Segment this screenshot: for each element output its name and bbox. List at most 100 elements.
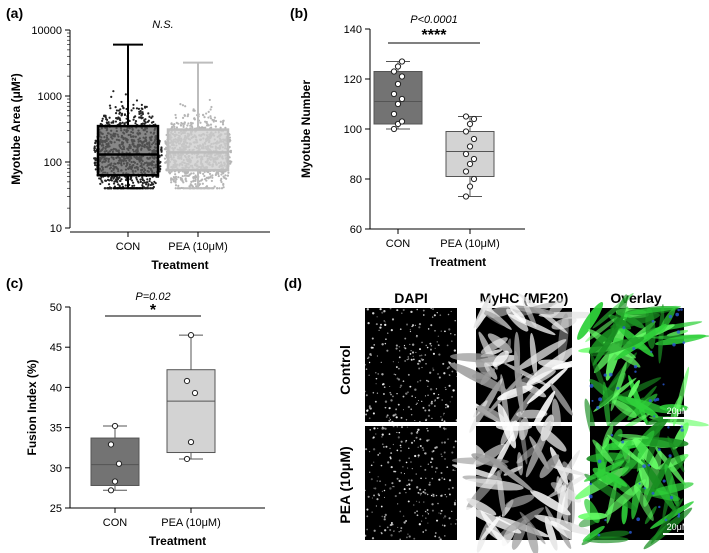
nucleus-dot — [445, 388, 447, 391]
nucleus-dot — [450, 523, 452, 525]
nucleus-dot — [407, 533, 409, 535]
data-point — [99, 123, 102, 126]
nucleus-dot — [366, 528, 369, 531]
nucleus-dot — [387, 461, 390, 464]
myotube-shape — [466, 498, 497, 516]
nucleus-dot — [390, 465, 393, 469]
nucleus-dot — [400, 416, 403, 419]
data-point — [108, 104, 112, 107]
data-point — [224, 174, 227, 177]
nucleus-dot — [373, 343, 376, 346]
nucleus-dot — [371, 497, 373, 499]
data-point — [225, 177, 228, 180]
nucleus-dot — [424, 409, 427, 412]
nucleus-dot — [366, 409, 369, 411]
data-point — [201, 182, 204, 185]
myotube-shape — [505, 494, 535, 508]
micrograph-tile-r1-c2 — [574, 416, 694, 550]
nucleus-dot — [432, 367, 434, 369]
nucleus-dot — [429, 342, 432, 345]
nucleus-dot — [422, 359, 425, 361]
nucleus-dot — [450, 310, 452, 312]
nucleus-dot — [371, 337, 374, 340]
data-point — [163, 148, 166, 151]
nucleus-dot — [390, 521, 393, 524]
nucleus-dot — [390, 399, 393, 402]
myotube-shape — [529, 332, 538, 376]
data-point — [124, 93, 127, 96]
nucleus-dot — [440, 416, 442, 418]
nucleus-dot — [402, 409, 404, 411]
data-point — [219, 120, 222, 123]
overlay-nucleus — [596, 405, 600, 410]
nucleus-dot — [443, 372, 446, 375]
nucleus-dot — [443, 524, 446, 527]
data-point — [117, 117, 120, 120]
myotube-shape — [497, 403, 517, 449]
nucleus-dot — [400, 440, 403, 443]
y-tick-label: 80 — [350, 174, 362, 186]
overlay-nucleus — [658, 505, 661, 509]
myotube-shape — [540, 414, 554, 442]
nucleus-dot — [443, 428, 446, 431]
nucleus-dot — [383, 446, 385, 448]
nucleus-dot — [377, 454, 380, 456]
y-tick-label: 10000 — [31, 25, 62, 37]
data-point — [174, 181, 177, 184]
x-tick-label: CON — [116, 241, 141, 253]
nucleus-dot — [408, 487, 411, 490]
overlay-nucleus — [677, 515, 681, 518]
nucleus-dot — [435, 471, 437, 473]
nucleus-dot — [365, 413, 368, 416]
myotube-shape — [463, 478, 524, 491]
nucleus-dot — [411, 325, 413, 328]
nucleus-dot — [443, 451, 446, 454]
myotube-shape — [550, 383, 573, 416]
nucleus-dot — [380, 361, 382, 364]
nucleus-dot — [392, 414, 395, 417]
data-point — [470, 175, 478, 183]
data-point — [129, 178, 132, 181]
y-tick-label: 25 — [50, 503, 62, 515]
nucleus-dot — [392, 523, 394, 526]
data-point — [462, 128, 470, 135]
data-point — [177, 184, 180, 187]
myotube-shape — [658, 307, 676, 334]
data-point — [189, 184, 192, 187]
nucleus-dot — [398, 530, 401, 533]
nucleus-dot — [377, 493, 380, 496]
nucleus-dot — [428, 483, 431, 486]
nucleus-dot — [434, 532, 437, 534]
data-point — [118, 122, 121, 126]
myotube-shape — [511, 519, 527, 550]
nucleus-dot — [443, 420, 446, 423]
nucleus-dot — [414, 388, 417, 391]
row-header-control: Control — [337, 345, 353, 395]
data-point — [160, 150, 163, 153]
nucleus-dot — [440, 330, 442, 332]
overlay-nucleus — [668, 454, 672, 458]
data-point — [205, 112, 208, 115]
data-point — [94, 139, 97, 142]
nucleus-dot — [394, 413, 397, 416]
data-point — [172, 176, 175, 179]
nucleus-dot — [431, 400, 433, 403]
nucleus-dot — [452, 446, 455, 449]
nucleus-dot — [448, 488, 450, 490]
chart-a: (a) 10 100 1000 10000 Myotube Area (μM²) CON PE… — [6, 5, 270, 272]
box — [166, 128, 230, 172]
nucleus-dot — [445, 496, 448, 498]
nucleus-dot — [388, 407, 391, 410]
nucleus-dot — [435, 494, 438, 497]
significance-stars: **** — [422, 27, 448, 44]
nucleus-dot — [417, 362, 420, 365]
nucleus-dot — [375, 372, 377, 374]
myotube-shape — [465, 507, 522, 534]
stat-annotation: P<0.0001 — [410, 14, 457, 26]
nucleus-dot — [453, 503, 457, 506]
myotube-shape — [480, 337, 508, 354]
overlay-nucleus — [662, 383, 665, 386]
nucleus-dot — [396, 425, 399, 428]
nucleus-dot — [375, 505, 378, 507]
nucleus-dot — [405, 536, 408, 539]
